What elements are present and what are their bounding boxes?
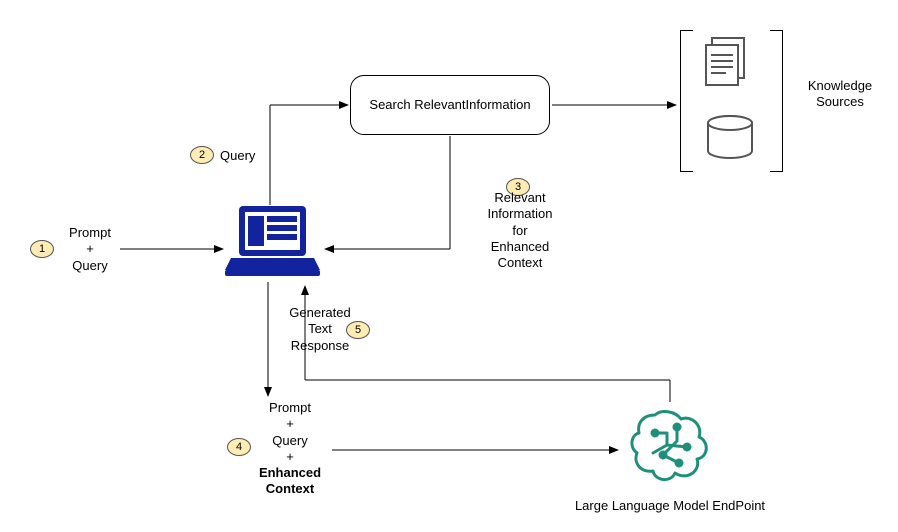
badge-number: 4 — [236, 441, 242, 453]
step-badge-2: 2 — [190, 146, 214, 164]
badge-number: 2 — [199, 149, 205, 161]
label-query: Query — [220, 148, 255, 164]
label-prompt-query-input: Prompt+Query — [60, 225, 120, 275]
node-search-relevant-information: Search RelevantInformation — [350, 75, 550, 135]
documents-icon — [700, 35, 755, 90]
badge-number: 1 — [39, 243, 45, 255]
step-badge-4: 4 — [227, 438, 251, 456]
label-llm-endpoint: Large Language Model EndPoint — [555, 498, 785, 516]
laptop-icon — [225, 200, 320, 280]
brain-chip-icon — [625, 405, 715, 490]
database-icon — [705, 115, 755, 160]
label-relevant-information: RelevantInformationforEnhancedContext — [470, 190, 570, 270]
bracket-right — [770, 30, 783, 172]
label-knowledge-sources: KnowledgeSources — [795, 78, 885, 112]
bracket-left — [680, 30, 693, 172]
diagram-stage: { "canvas": { "width": 898, "height": 53… — [0, 0, 898, 532]
label-prompt-query-enhanced-context: Prompt+Query+EnhancedContext — [250, 400, 330, 495]
label-generated-text-response: GeneratedTextResponse — [280, 305, 360, 355]
step-badge-1: 1 — [30, 240, 54, 258]
